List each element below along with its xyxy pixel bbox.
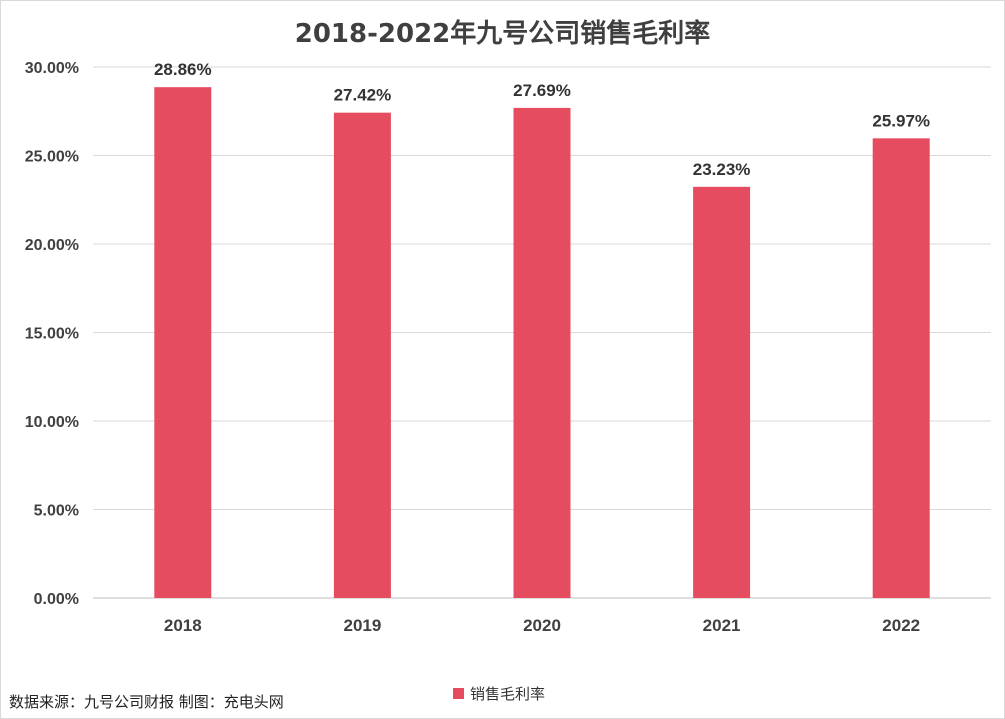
chart-title: 2018-2022年九号公司销售毛利率 [294,19,711,49]
bar [693,186,751,599]
y-tick-label: 0.00% [34,591,79,608]
bar [872,138,930,598]
source-note: 数据来源：九号公司财报 制图：充电头网 [9,693,284,711]
bar [333,112,391,598]
x-tick-label: 2021 [703,616,741,635]
y-tick-label: 25.00% [25,149,79,166]
x-tick-label: 2020 [523,616,561,635]
legend-swatch [453,688,464,699]
y-tick-label: 5.00% [34,503,79,520]
data-label: 27.69% [513,81,571,100]
y-tick-label: 15.00% [25,326,79,343]
y-tick-label: 10.00% [25,414,79,431]
bar [513,107,571,599]
x-tick-label: 2022 [882,616,920,635]
data-label: 23.23% [693,160,751,179]
y-tick-label: 20.00% [25,237,79,254]
data-label: 25.97% [872,111,930,130]
y-tick-label: 30.00% [25,60,79,77]
data-label: 28.86% [154,60,212,79]
legend: 销售毛利率 [453,683,545,704]
bar [154,87,212,598]
x-tick-label: 2019 [343,616,381,635]
legend-label: 销售毛利率 [470,685,546,703]
x-tick-label: 2018 [164,616,202,635]
data-label: 27.42% [334,86,392,105]
